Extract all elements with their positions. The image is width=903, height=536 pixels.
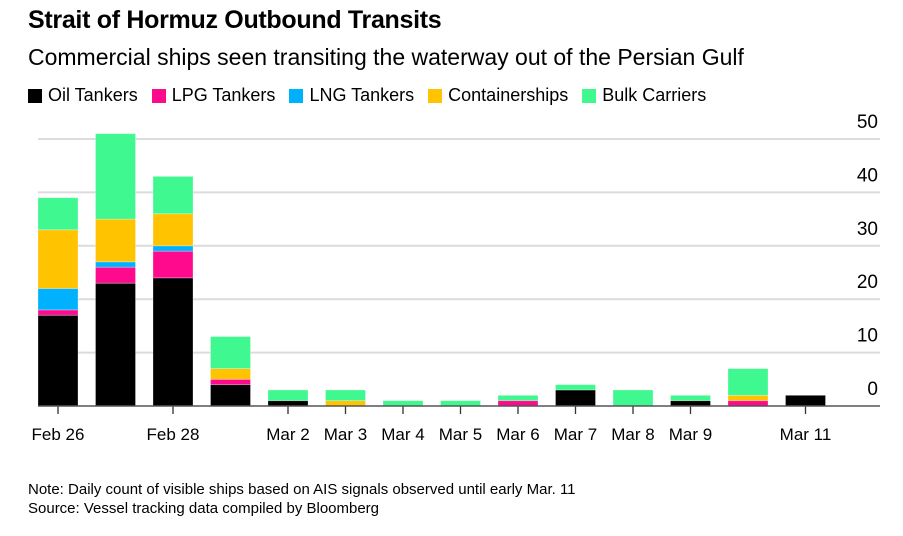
bar-segment — [785, 394, 826, 407]
bar-segment — [555, 389, 596, 407]
y-tick-label: 0 — [867, 379, 878, 400]
bar-segment — [95, 282, 136, 407]
bar-segment — [382, 400, 424, 407]
bar-segment — [670, 400, 711, 407]
legend-swatch — [28, 88, 42, 103]
bar-segment — [152, 245, 194, 252]
legend-swatch — [289, 88, 304, 103]
bar-segment — [95, 133, 136, 220]
bar-segment — [152, 250, 194, 279]
x-tick-label: Mar 2 — [266, 425, 309, 444]
bar-segment — [612, 389, 654, 407]
y-tick-label: 50 — [857, 112, 878, 133]
legend-item: LNG Tankers — [289, 85, 414, 106]
x-tick-label: Mar 5 — [439, 425, 482, 444]
bar-segment — [210, 336, 251, 370]
bar-segment — [670, 394, 711, 402]
note-text: Note: Daily count of visible ships based… — [28, 481, 576, 498]
legend-label: Oil Tankers — [48, 85, 138, 105]
x-tick-label: Mar 4 — [381, 425, 424, 444]
legend-swatch — [582, 88, 597, 103]
bar-segment — [210, 384, 251, 407]
bar-segment — [152, 175, 194, 215]
legend-label: Containerships — [448, 85, 569, 105]
legend-item: LPG Tankers — [151, 85, 276, 106]
legend: Oil Tankers LPG Tankers LNG Tankers Contain… — [28, 85, 706, 106]
legend-label: Bulk Carriers — [602, 85, 707, 105]
bar-segment — [325, 400, 366, 407]
bar-segment — [95, 218, 136, 263]
chart-footnote: Note: Daily count of visible ships based… — [28, 480, 576, 518]
y-tick-label: 40 — [857, 165, 878, 186]
chart-subtitle: Commercial ships seen transiting the wat… — [28, 44, 744, 70]
x-tick-label: Mar 9 — [669, 425, 712, 444]
bar-segment — [267, 400, 309, 407]
x-tick-label: Feb 26 — [32, 425, 85, 444]
legend-item: Bulk Carriers — [582, 85, 706, 106]
x-tick-label: Mar 3 — [324, 425, 367, 444]
y-tick-label: 30 — [857, 219, 878, 240]
bar-segment — [555, 384, 596, 391]
bar-segment — [267, 389, 309, 402]
x-tick-label: Mar 11 — [780, 425, 832, 444]
bar-segment — [152, 213, 194, 247]
bar-segment — [37, 314, 79, 407]
bar-segment — [37, 197, 79, 231]
bar-segment — [95, 261, 136, 268]
bar-segment — [210, 378, 251, 386]
bar-segment — [727, 368, 769, 396]
legend-item: Oil Tankers — [28, 85, 138, 106]
x-tick-label: Mar 7 — [554, 425, 597, 444]
bar-segment — [325, 389, 366, 402]
y-tick-label: 20 — [857, 272, 878, 293]
bar-segment — [210, 368, 251, 380]
bar-segment — [440, 400, 481, 407]
legend-label: LNG Tankers — [309, 85, 415, 105]
bar-segment — [497, 394, 539, 402]
chart-title: Strait of Hormuz Outbound Transits — [28, 6, 442, 34]
x-tick-label: Mar 6 — [496, 425, 539, 444]
bar-segment — [152, 277, 194, 407]
bar-segment — [497, 400, 539, 407]
bar-segment — [37, 229, 79, 289]
bar-segment — [37, 288, 79, 311]
bar-segment — [727, 394, 769, 402]
legend-swatch — [428, 88, 443, 103]
legend-swatch — [151, 88, 166, 103]
bar-segment — [727, 400, 769, 407]
x-tick-label: Mar 8 — [611, 425, 654, 444]
y-tick-label: 10 — [857, 326, 878, 347]
x-tick-label: Feb 28 — [147, 425, 200, 444]
source-text: Source: Vessel tracking data compiled by… — [28, 500, 380, 517]
bar-segment — [37, 309, 79, 316]
legend-label: LPG Tankers — [171, 85, 276, 105]
bar-segment — [95, 266, 136, 284]
legend-item: Containerships — [428, 85, 568, 106]
